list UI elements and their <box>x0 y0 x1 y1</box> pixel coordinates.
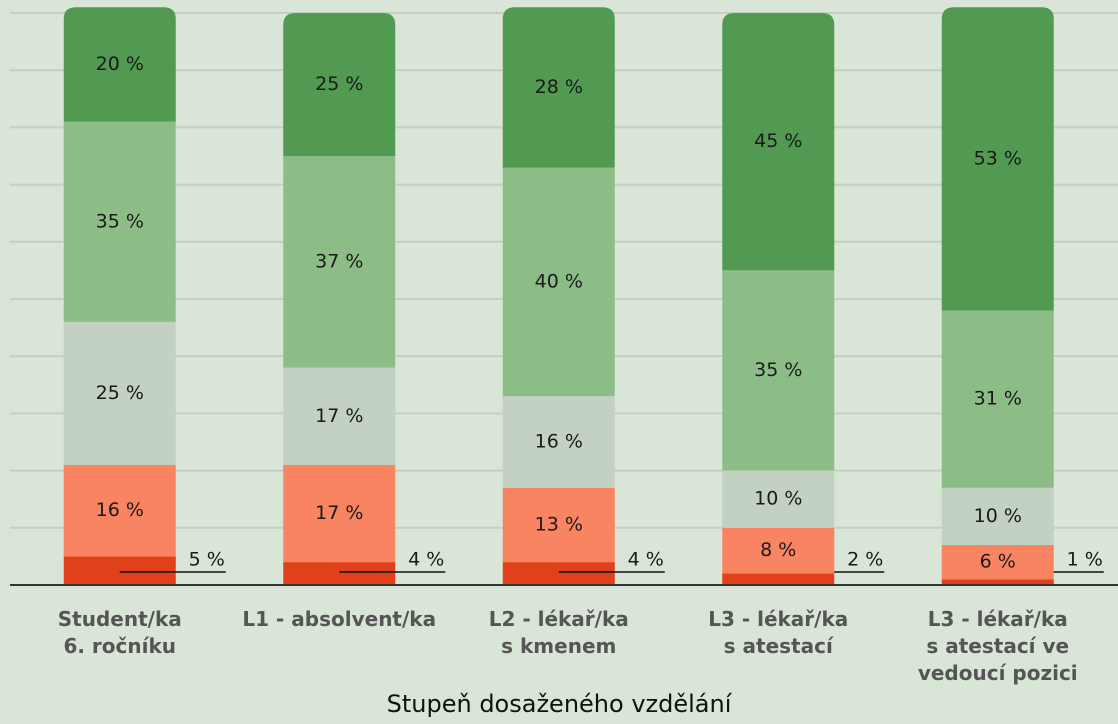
value-label: 40 % <box>535 270 583 292</box>
value-label: 17 % <box>315 405 363 427</box>
value-label: 35 % <box>96 210 144 232</box>
value-label: 31 % <box>974 388 1022 410</box>
value-label: 25 % <box>315 73 363 95</box>
value-label: 10 % <box>974 505 1022 527</box>
value-label: 10 % <box>754 488 802 510</box>
bar-segment <box>941 487 1054 545</box>
value-label: 35 % <box>754 359 802 381</box>
value-label: 45 % <box>754 130 802 152</box>
value-label: 16 % <box>96 499 144 521</box>
value-label: 28 % <box>535 76 583 98</box>
bar-segment <box>722 13 835 271</box>
bar-segment <box>502 562 615 585</box>
x-tick-label: L1 - absolvent/ka <box>242 607 437 631</box>
x-tick-label: L3 - lékař/ka s atestací ve vedoucí pozi… <box>917 607 1078 685</box>
value-label: 16 % <box>535 431 583 453</box>
value-label: 13 % <box>535 513 583 535</box>
value-label: 8 % <box>760 539 796 561</box>
value-label: 1 % <box>1067 549 1103 571</box>
bar-segment <box>941 579 1054 585</box>
bar-segment <box>941 7 1054 311</box>
bar-segment <box>502 396 615 488</box>
value-label: 2 % <box>847 549 883 571</box>
value-label: 53 % <box>974 147 1022 169</box>
bar-segment <box>283 156 396 368</box>
bar-segment <box>722 270 835 471</box>
value-label: 25 % <box>96 382 144 404</box>
bar-segment <box>502 167 615 397</box>
value-label: 4 % <box>628 549 664 571</box>
bar-segment <box>63 121 176 322</box>
value-label: 37 % <box>315 250 363 272</box>
bar-segment <box>722 527 835 574</box>
bar-segment <box>722 470 835 528</box>
value-label: 5 % <box>189 549 225 571</box>
bar-segment <box>63 321 176 465</box>
bar-segment <box>63 464 176 557</box>
bar-segment <box>283 464 396 563</box>
x-tick-label: Student/ka 6. ročníku <box>57 607 182 658</box>
bar-segment <box>502 487 615 563</box>
value-label: 4 % <box>408 549 444 571</box>
value-label: 20 % <box>96 53 144 75</box>
bar-segment <box>283 562 396 585</box>
value-label: 17 % <box>315 502 363 524</box>
bar-segment <box>63 7 176 122</box>
bar-segment <box>941 544 1054 580</box>
x-axis-title: Stupeň dosaženého vzdělání <box>386 690 732 718</box>
x-tick-label: L2 - lékař/ka s kmenem <box>488 607 629 658</box>
bar-segment <box>283 13 396 156</box>
bar-segment <box>941 310 1054 488</box>
bar-segment <box>283 367 396 465</box>
x-tick-label: L3 - lékař/ka s atestací <box>708 607 849 658</box>
bar-segment <box>722 573 835 585</box>
bar-segment <box>502 7 615 168</box>
value-label: 6 % <box>980 551 1016 573</box>
bar-segment <box>63 556 176 585</box>
